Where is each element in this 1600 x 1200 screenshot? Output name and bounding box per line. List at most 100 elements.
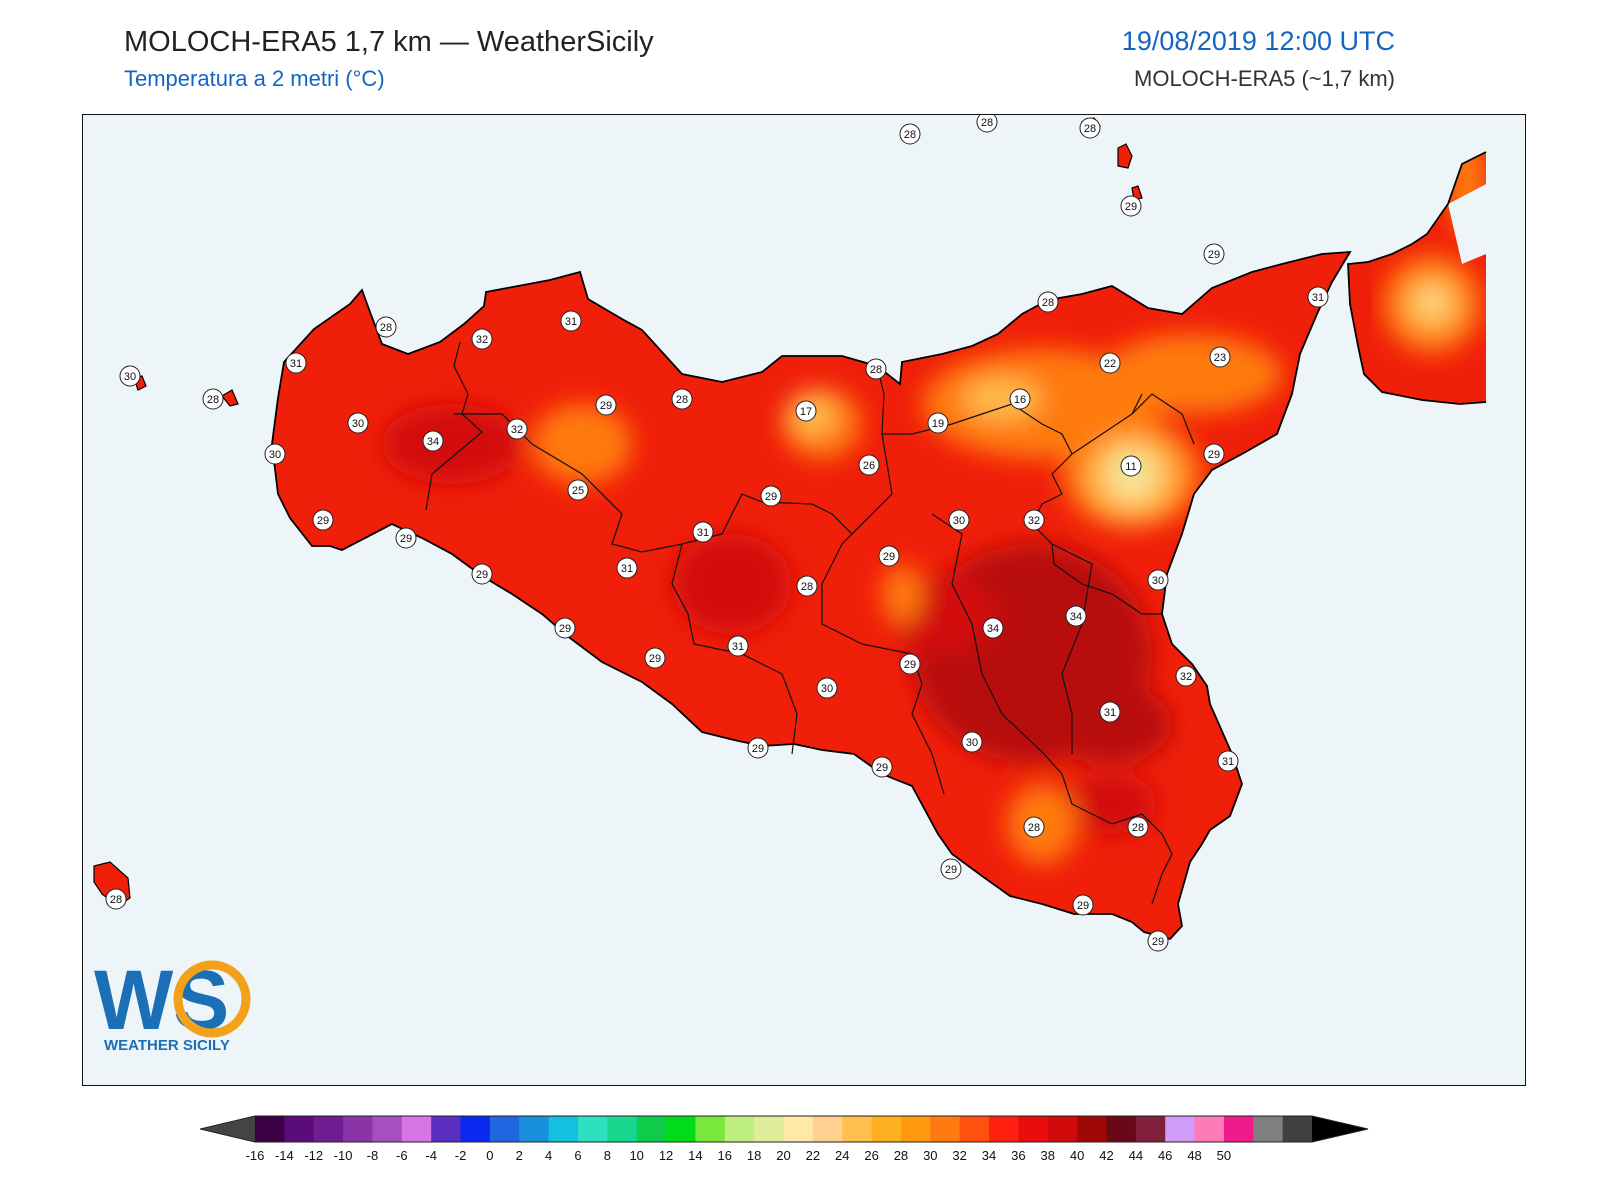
- colorbar-tick-label: -2: [455, 1148, 467, 1163]
- svg-text:29: 29: [1208, 249, 1220, 261]
- station-label: 23: [1209, 346, 1231, 368]
- svg-text:34: 34: [987, 623, 999, 635]
- station-label: 29: [1120, 195, 1142, 217]
- svg-text:29: 29: [317, 515, 329, 527]
- map-title: MOLOCH-ERA5 1,7 km — WeatherSicily: [124, 26, 654, 58]
- station-label: 30: [948, 509, 970, 531]
- colorbar-cell: [255, 1116, 285, 1142]
- svg-text:28: 28: [981, 117, 993, 129]
- colorbar-cell: [1106, 1116, 1137, 1142]
- svg-text:29: 29: [559, 623, 571, 635]
- colorbar-cell: [724, 1116, 755, 1142]
- colorbar-cell: [871, 1116, 902, 1142]
- station-labels: 28 28 28 29 29 31 28 23 22 16 19 28 17 28 29 31 32 28 31 30…: [105, 114, 1329, 952]
- station-label: 30: [816, 677, 838, 699]
- station-label: 34: [1065, 605, 1087, 627]
- station-label: 16: [1009, 388, 1031, 410]
- svg-text:23: 23: [1214, 352, 1226, 364]
- svg-text:28: 28: [1084, 123, 1096, 135]
- station-label: 31: [560, 310, 582, 332]
- svg-text:28: 28: [110, 894, 122, 906]
- colorbar-cell: [401, 1116, 432, 1142]
- colorbar-cell: [812, 1116, 843, 1142]
- colorbar-cell: [460, 1116, 491, 1142]
- model-label: MOLOCH-ERA5 (~1,7 km): [1134, 66, 1395, 91]
- colorbar-cell: [607, 1116, 638, 1142]
- svg-text:29: 29: [1152, 936, 1164, 948]
- colorbar-tick-label: -16: [246, 1148, 265, 1163]
- station-label: 31: [1217, 750, 1239, 772]
- province-borders: [425, 341, 1195, 905]
- colorbar-cell: [900, 1116, 931, 1142]
- colorbar-tick-label: 16: [718, 1148, 732, 1163]
- station-label: 29: [940, 858, 962, 880]
- colorbar-tick-label: 2: [516, 1148, 523, 1163]
- svg-text:30: 30: [953, 515, 965, 527]
- svg-text:28: 28: [380, 322, 392, 334]
- svg-text:26: 26: [863, 460, 875, 472]
- svg-text:11: 11: [1125, 461, 1136, 473]
- colorbar-cell: [548, 1116, 579, 1142]
- forecast-datetime: 19/08/2019 12:00 UTC: [1121, 26, 1395, 56]
- station-label: 32: [506, 418, 528, 440]
- station-label: 31: [692, 521, 714, 543]
- colorbar-tick-label: 6: [574, 1148, 581, 1163]
- colorbar-over-arrow: [1312, 1116, 1368, 1142]
- colorbar-tick-label: 38: [1041, 1148, 1055, 1163]
- svg-text:29: 29: [600, 400, 612, 412]
- svg-text:16: 16: [1014, 394, 1026, 406]
- colorbar-cell: [1282, 1116, 1313, 1142]
- colorbar-cell: [372, 1116, 403, 1142]
- station-label: 29: [1203, 443, 1225, 465]
- svg-text:30: 30: [966, 737, 978, 749]
- station-label: 29: [644, 647, 666, 669]
- svg-text:29: 29: [649, 653, 661, 665]
- svg-text:31: 31: [1104, 707, 1116, 719]
- station-label: 28: [1023, 816, 1045, 838]
- station-label: 29: [1147, 930, 1169, 952]
- svg-text:29: 29: [876, 762, 888, 774]
- colorbar-tick-label: -10: [334, 1148, 353, 1163]
- svg-text:25: 25: [572, 485, 584, 497]
- colorbar-cell: [343, 1116, 373, 1142]
- svg-text:30: 30: [821, 683, 833, 695]
- station-label: 29: [760, 485, 782, 507]
- svg-text:29: 29: [1077, 900, 1089, 912]
- station-label: 28: [976, 114, 998, 133]
- colorbar-cell: [1194, 1116, 1225, 1142]
- station-label: 28: [375, 316, 397, 338]
- svg-text:29: 29: [945, 864, 957, 876]
- station-label: 29: [871, 756, 893, 778]
- map-subtitle: Temperatura a 2 metri (°C): [124, 66, 385, 91]
- station-label: 34: [422, 430, 444, 452]
- station-label: 19: [927, 412, 949, 434]
- svg-text:34: 34: [1070, 611, 1082, 623]
- calabria-coastline: [1347, 114, 1487, 405]
- colorbar-tick-label: 36: [1011, 1148, 1025, 1163]
- svg-text:29: 29: [1208, 449, 1220, 461]
- colorbar-cell: [695, 1116, 726, 1142]
- colorbar-tick-label: 24: [835, 1148, 849, 1163]
- station-label: 29: [595, 394, 617, 416]
- svg-text:28: 28: [676, 394, 688, 406]
- station-label: 34: [982, 617, 1004, 639]
- station-label: 29: [471, 563, 493, 585]
- station-label: 30: [347, 412, 369, 434]
- svg-text:30: 30: [1152, 575, 1164, 587]
- svg-text:31: 31: [732, 641, 744, 653]
- colorbar-cell: [754, 1116, 784, 1142]
- svg-text:22: 22: [1104, 358, 1116, 370]
- colorbar-tick-label: 26: [864, 1148, 878, 1163]
- colorbar-legend: -16 -14 -12 -10 -8 -6 -4 -2 0 2 4 6 8 10 12 14 16 18 20 22 2…: [200, 1115, 1369, 1163]
- station-label: 29: [878, 545, 900, 567]
- colorbar-tick-label: 14: [688, 1148, 702, 1163]
- station-label: 26: [858, 454, 880, 476]
- station-label: 17: [795, 400, 817, 422]
- colorbar-tick-label: 32: [952, 1148, 966, 1163]
- station-label: 31: [1307, 286, 1329, 308]
- station-label: 25: [567, 479, 589, 501]
- colorbar-cell: [989, 1116, 1019, 1142]
- colorbar-tick-label: 34: [982, 1148, 996, 1163]
- station-label: 32: [471, 328, 493, 350]
- colorbar-cell: [489, 1116, 520, 1142]
